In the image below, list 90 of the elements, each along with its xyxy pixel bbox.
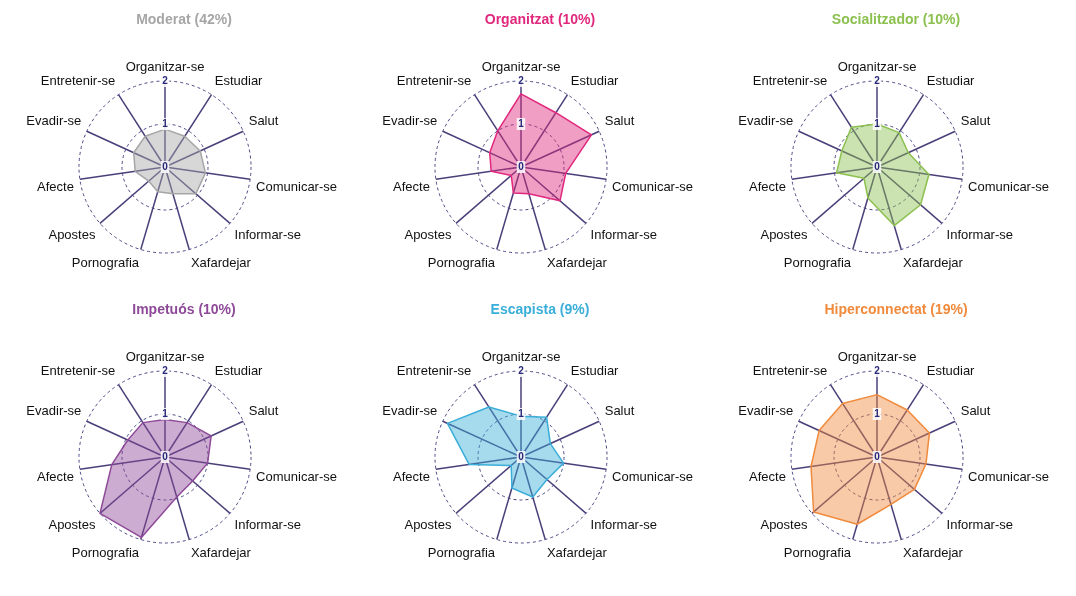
spoke-label: Pornografia	[427, 544, 496, 560]
spoke-label: Entretenir-se	[40, 73, 116, 89]
spoke-label: Afecte	[37, 469, 74, 485]
chart-title: Hiperconnectat (19%)	[824, 301, 968, 318]
y-tick-label: 0	[162, 450, 169, 462]
spoke-label: Informar-se	[590, 516, 658, 532]
spoke-label: Estudiar	[570, 363, 620, 379]
spoke-label: Apostes	[760, 516, 808, 532]
spoke-label: Salut	[604, 112, 635, 128]
spoke-label: Pornografia	[71, 254, 140, 270]
spoke-label: Xafardejar	[190, 254, 252, 270]
spoke-label: Estudiar	[926, 73, 976, 89]
spoke-label: Apostes	[48, 226, 96, 242]
spoke-label: Xafardejar	[902, 544, 964, 560]
y-tick-label: 2	[518, 74, 525, 86]
spoke-label: Evadir-se	[26, 402, 82, 418]
spoke-label: Afecte	[393, 469, 430, 485]
spoke-label: Comunicar-se	[968, 469, 1050, 485]
spoke-label: Organitzar-se	[837, 348, 917, 364]
spoke-label: Xafardejar	[190, 544, 252, 560]
y-tick-label: 1	[874, 407, 881, 419]
chart-title: Impetuós (10%)	[132, 301, 236, 318]
y-tick-label: 2	[518, 364, 525, 376]
spoke-label: Evadir-se	[382, 402, 438, 418]
spoke-label: Apostes	[760, 226, 808, 242]
spoke-label: Comunicar-se	[968, 179, 1050, 195]
spoke-label: Salut	[960, 402, 991, 418]
spoke-label: Estudiar	[214, 363, 264, 379]
spoke-label: Organitzar-se	[481, 348, 561, 364]
spoke-label: Estudiar	[570, 73, 620, 89]
y-tick-label: 2	[162, 74, 169, 86]
spoke-label: Salut	[248, 402, 279, 418]
spoke-label: Pornografia	[783, 254, 852, 270]
spoke-label: Apostes	[404, 226, 452, 242]
spoke-label: Comunicar-se	[612, 179, 694, 195]
spoke-label: Evadir-se	[382, 112, 438, 128]
y-tick-label: 0	[518, 160, 525, 172]
y-tick-label: 0	[518, 450, 525, 462]
chart-title: Moderat (42%)	[136, 11, 232, 28]
spoke-label: Afecte	[749, 179, 786, 195]
spoke-label: Informar-se	[234, 226, 302, 242]
y-tick-label: 1	[518, 407, 525, 419]
spoke-label: Comunicar-se	[256, 469, 338, 485]
y-tick-label: 1	[518, 117, 525, 129]
y-tick-label: 0	[874, 160, 881, 172]
y-tick-label: 0	[162, 160, 169, 172]
spoke-label: Xafardejar	[546, 254, 608, 270]
spoke-label: Organitzar-se	[837, 58, 917, 74]
spoke-label: Evadir-se	[26, 112, 82, 128]
spoke-label: Informar-se	[590, 226, 658, 242]
spoke-label: Evadir-se	[738, 112, 794, 128]
spoke-label: Entretenir-se	[40, 363, 116, 379]
spoke-label: Organitzar-se	[125, 348, 205, 364]
y-tick-label: 2	[162, 364, 169, 376]
spoke-label: Estudiar	[926, 363, 976, 379]
y-tick-label: 2	[874, 364, 881, 376]
spoke-label: Pornografia	[71, 544, 140, 560]
chart-title: Escapista (9%)	[490, 301, 590, 318]
spoke-label: Informar-se	[234, 516, 302, 532]
spoke-label: Afecte	[393, 179, 430, 195]
spoke-label: Entretenir-se	[752, 363, 828, 379]
spoke-label: Estudiar	[214, 73, 264, 89]
spoke-label: Salut	[604, 402, 635, 418]
spoke-label: Organitzar-se	[125, 58, 205, 74]
spoke-label: Apostes	[404, 516, 452, 532]
spoke-label: Pornografia	[783, 544, 852, 560]
spoke-label: Afecte	[749, 469, 786, 485]
spoke-label: Evadir-se	[738, 402, 794, 418]
spoke-label: Informar-se	[946, 516, 1014, 532]
spoke-label: Entretenir-se	[396, 363, 472, 379]
y-tick-label: 2	[874, 74, 881, 86]
chart-title: Socialitzador (10%)	[831, 11, 961, 28]
spoke-label: Informar-se	[946, 226, 1014, 242]
spoke-label: Xafardejar	[546, 544, 608, 560]
spoke-label: Apostes	[48, 516, 96, 532]
y-tick-label: 0	[874, 450, 881, 462]
spoke-label: Salut	[960, 112, 991, 128]
chart-title: Organitzat (10%)	[484, 11, 596, 28]
spoke-label: Entretenir-se	[752, 73, 828, 89]
spoke-label: Comunicar-se	[256, 179, 338, 195]
spoke-label: Entretenir-se	[396, 73, 472, 89]
y-tick-label: 1	[874, 117, 881, 129]
y-tick-label: 1	[162, 407, 169, 419]
spoke-label: Pornografia	[427, 254, 496, 270]
spoke-label: Comunicar-se	[612, 469, 694, 485]
spoke-label: Xafardejar	[902, 254, 964, 270]
spoke-label: Afecte	[37, 179, 74, 195]
spoke-label: Salut	[248, 112, 279, 128]
spoke-label: Organitzar-se	[481, 58, 561, 74]
y-tick-label: 1	[162, 117, 169, 129]
